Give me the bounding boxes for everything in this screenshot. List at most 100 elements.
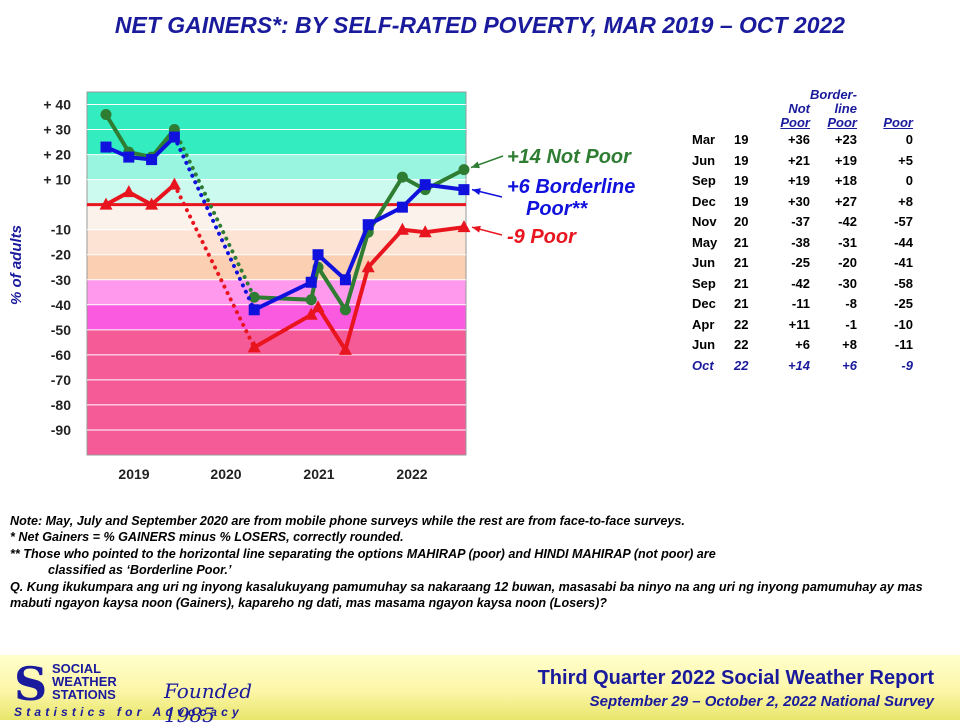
data-point	[311, 300, 325, 313]
table-cell-month: Dec	[692, 296, 716, 311]
table-cell-borderline: -30	[838, 275, 857, 291]
plot-border	[86, 91, 467, 456]
table-cell-year: 21	[734, 255, 749, 270]
y-tick-label: -30	[51, 272, 71, 288]
table-cell-month: Jun	[692, 255, 716, 270]
logo-line3: STATIONS	[52, 687, 116, 702]
table-cell-borderline: +19	[834, 152, 857, 168]
data-table: Not Poor Border- line Poor Poor Mar 19 +36…	[686, 88, 913, 376]
chart-series	[99, 109, 471, 355]
table-cell-not-poor: +19	[787, 173, 810, 188]
data-point	[458, 164, 470, 176]
data-point	[248, 291, 260, 303]
series-dotted-line	[172, 182, 257, 350]
table-cell-month: Jun	[692, 337, 716, 352]
data-point	[396, 171, 408, 183]
table-row: Mar 19 +36 +23 0	[686, 130, 913, 151]
data-point	[339, 274, 351, 286]
table-cell-borderline: -20	[838, 255, 857, 270]
data-point	[99, 197, 113, 210]
table-cell-poor: -58	[894, 275, 913, 291]
table-cell-poor: -44	[894, 234, 913, 250]
table-cell-year: 22	[734, 357, 749, 373]
table-cell-year: 19	[734, 152, 749, 168]
data-point	[395, 222, 409, 235]
report-subtitle: September 29 – October 2, 2022 National …	[589, 693, 934, 710]
footer: S SOCIAL WEATHER STATIONS Founded 1985 S…	[0, 655, 960, 727]
table-cell-year: 19	[734, 193, 749, 209]
data-point	[145, 197, 159, 210]
data-point	[123, 151, 135, 163]
x-tick-label: 2020	[210, 466, 241, 482]
x-tick-label: 2022	[396, 466, 427, 482]
table-cell-borderline: +23	[834, 132, 857, 147]
table-cell-month: Apr	[692, 316, 715, 332]
data-point	[247, 340, 261, 353]
table-cell-month: Jun	[692, 152, 716, 168]
callout-arrow-borderline-head	[471, 188, 481, 196]
y-tick-label: + 20	[43, 147, 71, 163]
table-cell-year: 19	[734, 132, 749, 147]
table-cell-poor: -41	[894, 255, 913, 270]
table-cell-month: Oct	[692, 357, 714, 373]
report-title: Third Quarter 2022 Social Weather Report	[537, 667, 934, 689]
note-3: ** Those who pointed to the horizontal l…	[10, 546, 716, 561]
table-cell-poor: -10	[894, 316, 913, 332]
page-title: NET GAINERS*: BY SELF-RATED POVERTY, MAR…	[114, 12, 846, 38]
table-cell-borderline: -1	[845, 316, 857, 332]
series-line	[104, 113, 176, 160]
y-tick-label: -10	[51, 222, 71, 238]
col-header-borderline-line2: line	[834, 101, 857, 116]
y-tick-label: -20	[51, 247, 71, 263]
table-cell-poor: +5	[898, 152, 913, 168]
callout-arrow-not-poor-head	[470, 161, 480, 169]
table-cell-poor: -57	[894, 214, 913, 229]
table-cell-not-poor: +36	[787, 132, 810, 147]
y-tick-label: + 10	[43, 172, 71, 188]
x-tick-label: 2019	[118, 466, 149, 482]
table-cell-borderline: -8	[845, 296, 857, 311]
table-cell-not-poor: -25	[791, 255, 810, 270]
col-header-poor: Poor	[857, 88, 913, 130]
callout-not-poor: +14 Not Poor	[507, 146, 632, 168]
data-point	[100, 141, 112, 153]
table-cell-year: 21	[734, 234, 749, 250]
x-tick-label: 2021	[303, 466, 334, 482]
table-cell-not-poor: -38	[791, 234, 810, 250]
table-cell-year: 22	[734, 337, 749, 352]
table-cell-year: 22	[734, 316, 749, 332]
y-tick-label: -90	[51, 422, 71, 438]
table-row: Sep 19 +19 +18 0	[686, 171, 913, 192]
y-axis-label: % of adults	[8, 225, 25, 305]
table-cell-not-poor: +21	[787, 152, 810, 168]
data-point	[167, 177, 181, 190]
table-cell-poor: -25	[894, 296, 913, 311]
col-header-borderline-line1: Border-	[810, 87, 857, 102]
table-cell-not-poor: -42	[791, 275, 810, 291]
data-point	[168, 131, 180, 143]
chart-band	[87, 304, 466, 330]
callout-borderline: +6 Borderline	[507, 176, 635, 198]
chart-band	[87, 254, 466, 280]
data-point	[312, 249, 324, 261]
note-1: Note: May, July and September 2020 are f…	[10, 514, 685, 528]
chart-band	[87, 204, 466, 230]
data-point	[396, 201, 408, 213]
y-tick-label: -60	[51, 347, 71, 363]
table-cell-borderline: +6	[842, 357, 857, 373]
data-point	[339, 304, 351, 316]
chart-band	[87, 92, 466, 155]
data-point	[248, 304, 260, 316]
table-cell-not-poor: -37	[791, 214, 810, 229]
table-cell-not-poor: +14	[787, 357, 810, 373]
series-poor	[99, 177, 471, 355]
col-header-borderline-line3: Poor	[827, 115, 857, 130]
note-3b: classified as ‘Borderline Poor.’	[48, 563, 232, 578]
table-cell-borderline: -31	[838, 234, 857, 250]
data-point	[458, 184, 470, 196]
series-line	[105, 183, 176, 208]
table-cell-poor: 0	[905, 173, 913, 188]
table-header-row: Not Poor Border- line Poor Poor	[686, 88, 913, 130]
table-cell-poor: 0	[905, 132, 913, 147]
